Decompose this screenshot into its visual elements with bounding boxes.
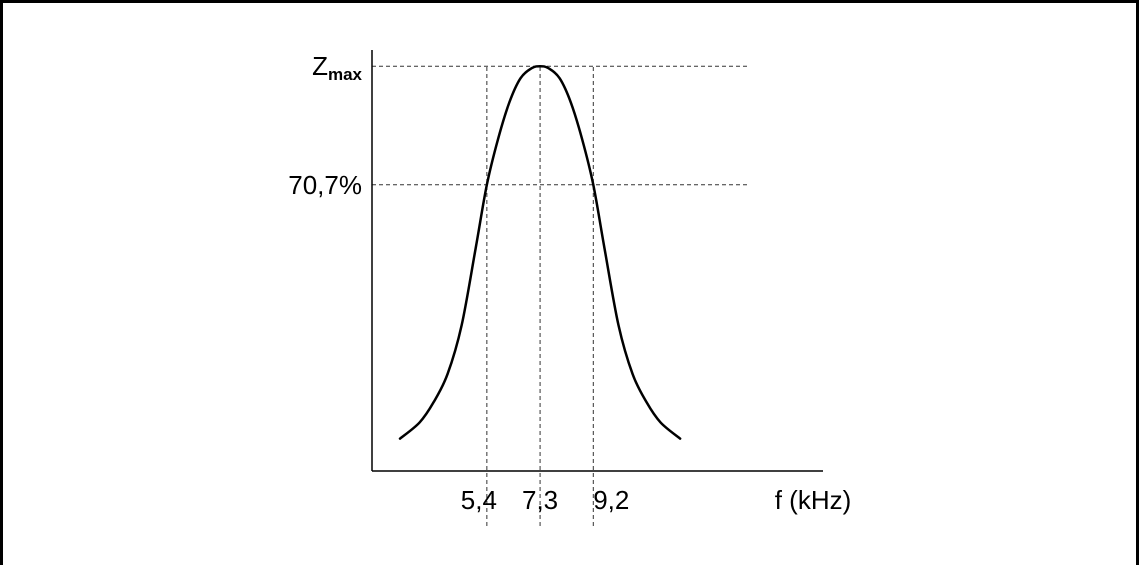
series-curve-0	[398, 64, 682, 440]
y-tick-labels: Zmax 70,7%	[288, 51, 362, 200]
y-tick-label-1: 70,7%	[288, 170, 362, 200]
x-axis-label: f (kHz)	[775, 485, 852, 515]
series-layer	[398, 64, 682, 440]
guide-lines	[372, 65, 748, 528]
x-tick-label-1: 7,3	[522, 485, 558, 515]
x-tick-label-0: 5,4	[461, 485, 497, 515]
y-tick-label-sub-0: max	[328, 65, 363, 84]
x-tick-label-2: 9,2	[593, 485, 629, 515]
chart-axes	[371, 50, 823, 472]
y-tick-label-0: Zmax	[312, 51, 362, 84]
y-tick-label-main-1: 70,7%	[288, 170, 362, 200]
x-tick-labels: 5,4 7,3 9,2	[461, 485, 630, 515]
y-tick-label-main-0: Z	[312, 51, 328, 81]
